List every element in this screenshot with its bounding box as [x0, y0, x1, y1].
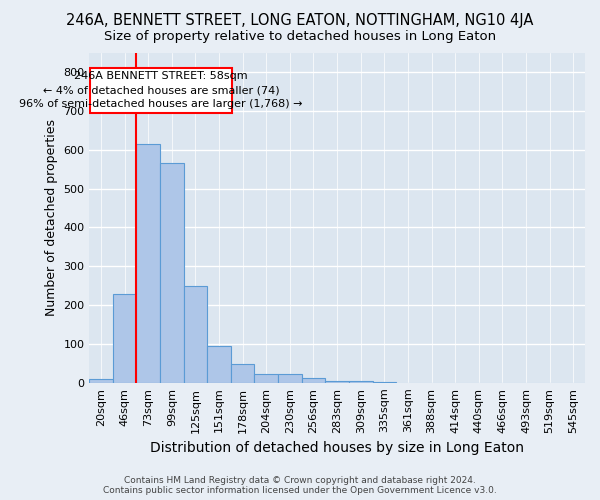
X-axis label: Distribution of detached houses by size in Long Eaton: Distribution of detached houses by size …	[150, 441, 524, 455]
Bar	[325, 381, 349, 383]
FancyBboxPatch shape	[91, 68, 232, 112]
Bar	[278, 374, 302, 383]
Bar	[136, 144, 160, 383]
Text: Contains HM Land Registry data © Crown copyright and database right 2024.
Contai: Contains HM Land Registry data © Crown c…	[103, 476, 497, 495]
Bar	[89, 379, 113, 383]
Bar	[207, 346, 231, 383]
Bar	[254, 374, 278, 383]
Bar	[349, 381, 373, 383]
Text: 246A, BENNETT STREET, LONG EATON, NOTTINGHAM, NG10 4JA: 246A, BENNETT STREET, LONG EATON, NOTTIN…	[67, 12, 533, 28]
Bar	[302, 378, 325, 383]
Bar	[113, 294, 136, 383]
Bar	[160, 163, 184, 383]
Bar	[373, 382, 396, 383]
Bar	[184, 286, 207, 383]
Y-axis label: Number of detached properties: Number of detached properties	[44, 119, 58, 316]
Text: Size of property relative to detached houses in Long Eaton: Size of property relative to detached ho…	[104, 30, 496, 43]
Bar	[231, 364, 254, 383]
Text: 246A BENNETT STREET: 58sqm
← 4% of detached houses are smaller (74)
96% of semi-: 246A BENNETT STREET: 58sqm ← 4% of detac…	[19, 72, 303, 110]
